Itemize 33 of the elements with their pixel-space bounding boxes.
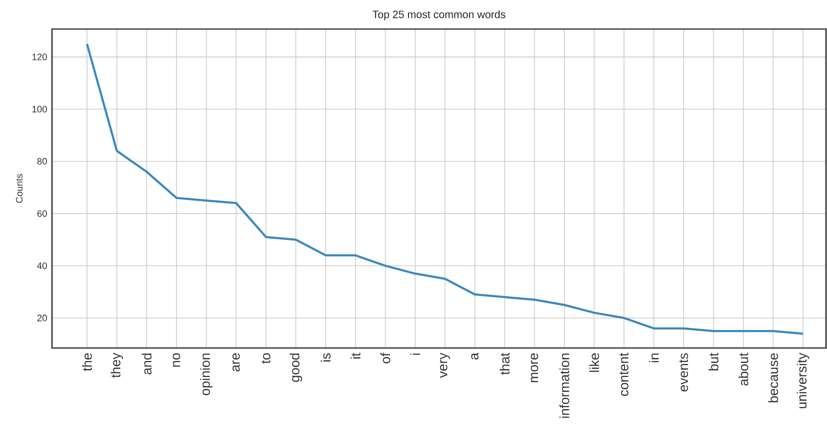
x-tick-label: in [649, 354, 659, 362]
y-tick-label: 60 [37, 210, 47, 217]
x-tick-label: about [738, 352, 748, 386]
x-tick-label: they [110, 352, 124, 378]
x-tick-label: events [679, 353, 688, 392]
x-tick-label: no [172, 353, 180, 367]
y-axis-title: Counts [16, 174, 23, 203]
y-tick-label: 40 [37, 262, 47, 270]
x-tick-label: the [82, 353, 92, 372]
y-tick-label: 80 [37, 158, 47, 165]
y-tick-label: 100 [32, 106, 47, 112]
x-tick-label: it [350, 352, 360, 358]
x-tick-label: content [620, 352, 628, 396]
y-tick-label: 20 [37, 314, 47, 322]
x-tick-label: a [471, 352, 478, 360]
x-tick-label: information [559, 354, 570, 418]
x-tick-label: opinion [200, 354, 213, 396]
x-tick-label: very [440, 352, 450, 378]
x-tick-label: of [380, 352, 390, 364]
x-tick-label: to [262, 353, 270, 364]
x-tick-label: are [232, 353, 240, 372]
x-tick-label: and [142, 354, 152, 374]
x-tick-label: because [768, 353, 778, 402]
x-tick-label: more [530, 353, 538, 382]
x-tick-label: is [320, 353, 331, 362]
y-tick-label: 120 [32, 54, 47, 60]
x-tick-label: like [589, 353, 600, 372]
chart-title: Top 25 most common words [372, 10, 506, 20]
x-tick-label: good [290, 354, 302, 382]
x-tick-label: that [500, 352, 510, 375]
x-tick-label: university [796, 352, 810, 408]
x-tick-label: but [708, 352, 718, 370]
x-tick-label: i [410, 354, 420, 355]
